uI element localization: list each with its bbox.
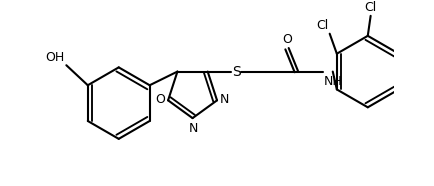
Text: S: S <box>232 65 240 78</box>
Text: O: O <box>155 93 165 106</box>
Text: N: N <box>189 122 198 135</box>
Text: Cl: Cl <box>317 19 329 32</box>
Text: Cl: Cl <box>365 1 377 14</box>
Text: NH: NH <box>324 75 343 88</box>
Text: N: N <box>220 93 229 106</box>
Text: OH: OH <box>46 51 65 64</box>
Text: O: O <box>282 33 292 46</box>
